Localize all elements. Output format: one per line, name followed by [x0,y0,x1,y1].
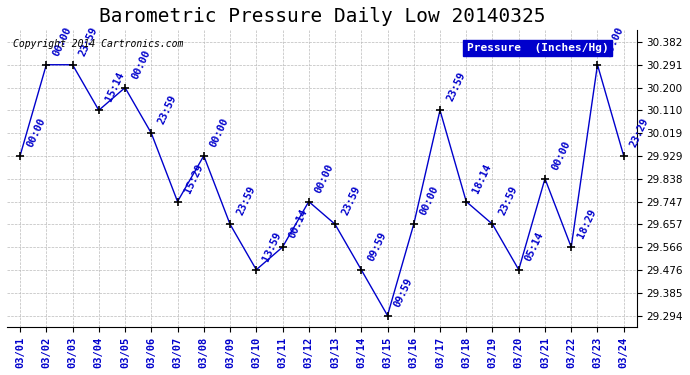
Text: 05:14: 05:14 [524,230,546,263]
Text: 00:14: 00:14 [287,208,310,240]
Text: 23:59: 23:59 [340,185,362,217]
Text: 15:14: 15:14 [104,71,126,104]
Text: 23:59: 23:59 [156,94,179,126]
Title: Barometric Pressure Daily Low 20140325: Barometric Pressure Daily Low 20140325 [99,7,545,26]
Text: Pressure  (Inches/Hg): Pressure (Inches/Hg) [466,43,609,53]
Text: 00:00: 00:00 [51,25,73,58]
Text: 23:59: 23:59 [497,185,520,217]
Text: 09:59: 09:59 [366,230,388,263]
Text: 00:00: 00:00 [130,48,152,81]
Text: 13:59: 13:59 [261,230,284,263]
Text: 00:00: 00:00 [25,116,47,149]
Text: 23:59: 23:59 [77,25,99,58]
Text: 09:59: 09:59 [393,276,415,309]
Text: 00:00: 00:00 [419,185,441,217]
Text: 18:14: 18:14 [471,162,493,195]
Text: 00:00: 00:00 [550,139,572,172]
Text: Copyright 2014 Cartronics.com: Copyright 2014 Cartronics.com [13,39,184,49]
Text: 00:00: 00:00 [208,116,231,149]
Text: 19:00: 19:00 [602,25,624,58]
Text: 23:59: 23:59 [235,185,257,217]
Text: 15:29: 15:29 [182,162,205,195]
Text: 00:00: 00:00 [313,162,336,195]
Text: 23:29: 23:29 [629,116,651,149]
Text: 23:59: 23:59 [445,71,467,104]
Text: 18:29: 18:29 [576,208,598,240]
